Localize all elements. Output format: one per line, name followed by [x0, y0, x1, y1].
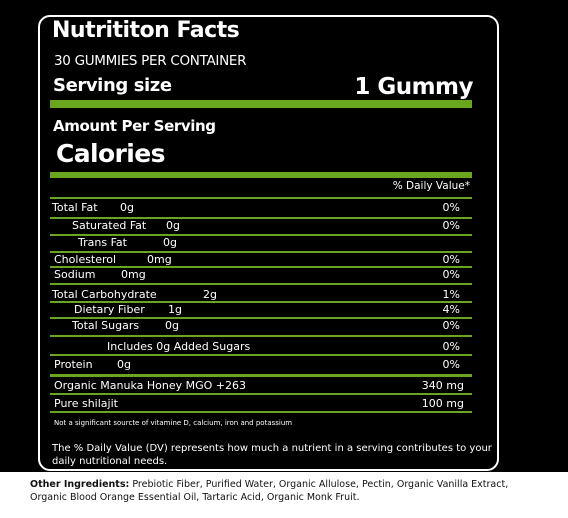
row-amount: 0mg	[147, 253, 172, 266]
servings: 30 GUMMIES PER CONTAINER	[54, 53, 247, 69]
row-amount: 0g	[166, 219, 180, 232]
row-label: Dietary Fiber	[74, 303, 145, 316]
row-dv: 0%	[442, 358, 460, 371]
row-amount: 0g	[163, 236, 177, 249]
row-dv: 0%	[442, 340, 460, 353]
row-dv: 1%	[442, 288, 460, 301]
row-dv: 0%	[442, 253, 460, 266]
other-ingredients-label: Other Ingredients:	[30, 479, 130, 490]
row-label: Includes 0g Added Sugars	[107, 340, 251, 353]
row-dv: 0%	[442, 201, 460, 214]
row-label: Protein	[54, 358, 93, 371]
title: Nutrititon Facts	[52, 18, 240, 43]
row-label: Organic Manuka Honey MGO +263	[54, 379, 247, 392]
separator	[50, 317, 472, 319]
row-label: Trans Fat	[78, 236, 127, 249]
separator	[50, 301, 472, 303]
other-ingredients: Other Ingredients: Prebiotic Fiber, Puri…	[30, 478, 540, 504]
label-border	[38, 15, 499, 471]
separator	[50, 374, 472, 377]
row-dv: 4%	[442, 303, 460, 316]
separator	[50, 283, 472, 285]
row-label: Total Fat	[52, 201, 98, 214]
separator	[50, 411, 472, 413]
row-amount: 0g	[120, 201, 134, 214]
row-label: Cholesterol	[54, 253, 117, 266]
label-panel: Nutrititon Facts 30 GUMMIES PER CONTAINE…	[0, 0, 568, 472]
row-label: Saturated Fat	[72, 219, 147, 232]
separator	[50, 100, 472, 108]
dv-header: % Daily Value*	[392, 180, 470, 192]
row-label: Total Carbohydrate	[52, 288, 157, 301]
row-dv: 0%	[442, 268, 460, 281]
amount-per-serving: Amount Per Serving	[53, 117, 216, 135]
row-dv: 0%	[442, 319, 460, 332]
dv-note: The % Daily Value (DV) represents how mu…	[52, 443, 492, 467]
serving-size-value: 1 Gummy	[354, 74, 473, 100]
row-amount: 0g	[117, 358, 131, 371]
row-amount: 340 mg	[421, 379, 464, 392]
separator	[50, 172, 472, 178]
row-amount: 2g	[203, 288, 217, 301]
calories: Calories	[56, 139, 166, 168]
separator	[50, 354, 472, 356]
other-ingredients-text: Prebiotic Fiber, Purified Water, Organic…	[30, 479, 509, 503]
separator	[50, 393, 472, 395]
row-amount: 0g	[165, 319, 179, 332]
row-amount: 100 mg	[421, 397, 464, 410]
separator	[50, 251, 472, 253]
row-label: Total Sugars	[72, 319, 140, 332]
row-amount: 0mg	[121, 268, 146, 281]
footnote: Not a significant sourcte of vitamine D,…	[54, 419, 293, 427]
separator	[50, 266, 472, 268]
row-dv: 0%	[442, 219, 460, 232]
separator	[50, 234, 472, 236]
row-label: Pure shilajit	[54, 397, 118, 410]
separator	[50, 335, 472, 337]
separator	[50, 217, 472, 219]
serving-size-label: Serving size	[53, 75, 172, 96]
row-amount: 1g	[168, 303, 182, 316]
separator	[50, 197, 472, 199]
row-label: Sodium	[54, 268, 96, 281]
